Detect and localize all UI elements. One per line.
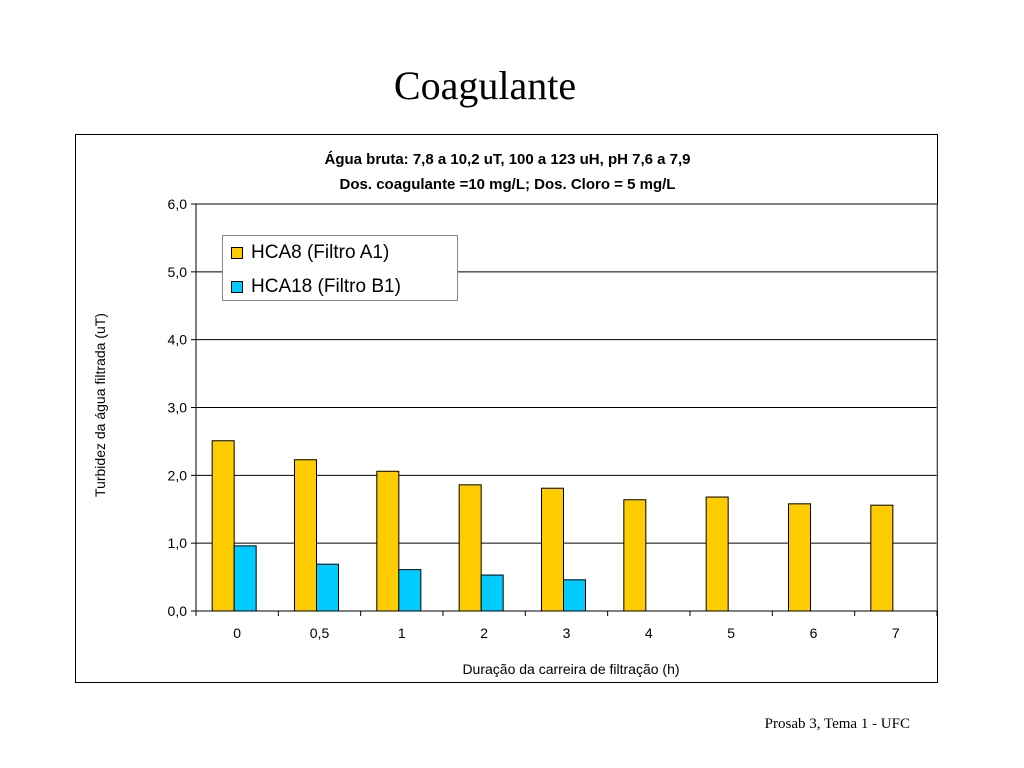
bar-hca18 [563, 579, 586, 612]
bar-hca8 [705, 496, 729, 612]
x-tick-label: 1 [398, 625, 406, 641]
chart-title-line2: Dos. coagulante =10 mg/L; Dos. Cloro = 5… [339, 176, 676, 193]
legend-label-hca8: HCA8 (Filtro A1) [251, 242, 390, 263]
slide-footer: Prosab 3, Tema 1 - UFC [764, 716, 910, 732]
x-tick-label: 2 [480, 625, 488, 641]
y-tick-label: 2,0 [168, 467, 188, 483]
x-tick-label: 4 [645, 625, 653, 641]
legend-swatch-hca18 [231, 281, 243, 293]
legend-swatch-hca8 [231, 247, 243, 259]
bar-hca8 [623, 499, 647, 612]
legend-item-hca18: HCA18 (Filtro B1) [231, 275, 401, 299]
y-tick-label: 0,0 [168, 603, 188, 619]
bar-hca8 [211, 440, 235, 612]
x-tick-label: 3 [563, 625, 571, 641]
y-tick-label: 3,0 [168, 400, 188, 416]
bar-hca18 [316, 563, 339, 612]
chart-legend: HCA8 (Filtro A1) HCA18 (Filtro B1) [222, 235, 458, 301]
chart-title-line1: Água bruta: 7,8 a 10,2 uT, 100 a 123 uH,… [324, 151, 691, 168]
bar-hca8 [294, 459, 317, 612]
legend-label-hca18: HCA18 (Filtro B1) [251, 276, 401, 297]
bar-hca18 [480, 574, 504, 612]
x-tick-label: 0,5 [310, 625, 330, 641]
y-tick-label: 5,0 [168, 264, 188, 280]
chart-container: 0,0 1,0 2,0 3,0 4,0 5,0 6,0 0 0,5 1 2 3 4 5 6 7 Água br… [75, 134, 938, 683]
x-tick-label: 0 [233, 625, 241, 641]
slide-title: Coagulante [393, 63, 577, 108]
bar-hca8 [376, 470, 400, 612]
y-tick-label: 6,0 [168, 196, 188, 212]
y-tick-label: 1,0 [168, 535, 188, 551]
bar-chart: 0,0 1,0 2,0 3,0 4,0 5,0 6,0 0 0,5 1 2 3 4 5 6 7 [168, 196, 938, 641]
bar-hca8 [541, 487, 564, 612]
x-tick-label: 6 [810, 625, 818, 641]
legend-item-hca8: HCA8 (Filtro A1) [231, 241, 389, 265]
y-tick-label: 4,0 [168, 332, 188, 348]
x-tick-label: 5 [727, 625, 735, 641]
bar-hca18 [398, 569, 422, 612]
x-axis-label: Duração da carreira de filtração (h) [462, 661, 680, 677]
x-tick-label: 7 [892, 625, 900, 641]
y-axis-label: Turbidez da água filtrada (uT) [92, 313, 108, 497]
bar-hca8 [870, 504, 894, 612]
bar-hca8 [458, 484, 482, 612]
bar-hca18 [233, 545, 257, 612]
bar-hca8 [788, 503, 811, 612]
